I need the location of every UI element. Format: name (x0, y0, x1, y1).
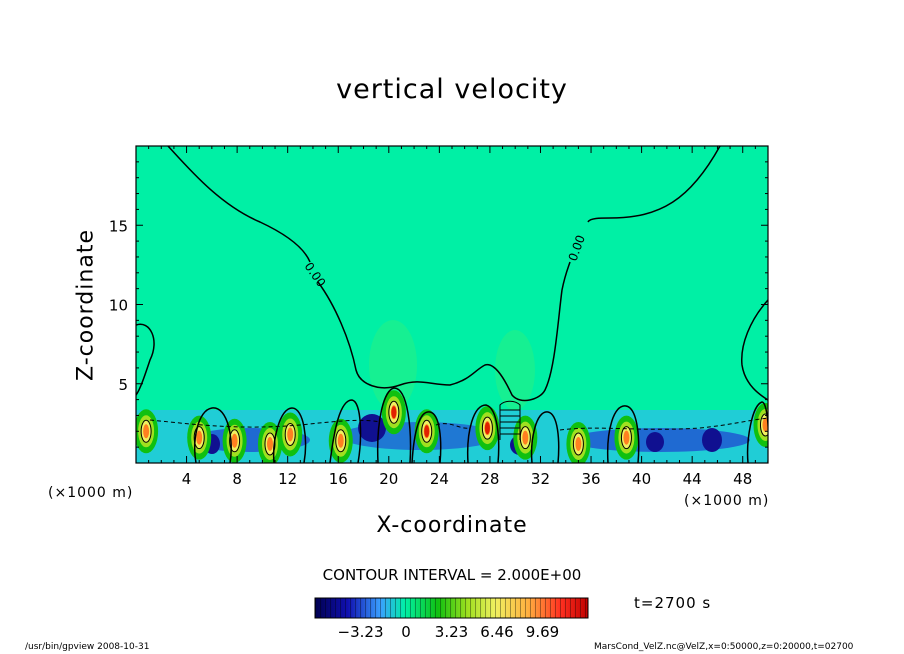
updraft-cell-peak (522, 430, 529, 445)
negative-contours (149, 417, 768, 431)
footer-right: MarsCond_VelZ.nc@VelZ,x=0:50000,z=0:2000… (594, 642, 854, 652)
updraft-cell-peak (623, 430, 630, 445)
chart-title: vertical velocity (336, 74, 568, 105)
updraft-cell-peak (287, 427, 294, 442)
time-label: t=2700 s (634, 594, 712, 612)
colorbar-steps (315, 598, 588, 618)
y-axis-label: Z-coordinate (73, 229, 99, 381)
updraft-cell-peak (337, 433, 344, 448)
colorbar-frame (314, 597, 589, 619)
updraft-cell-peak (231, 433, 238, 448)
colorbar-tick-label: 3.23 (435, 623, 468, 641)
hatched-cell (499, 400, 521, 440)
zero-contours (136, 146, 768, 463)
x-tick-label: 12 (278, 470, 297, 488)
footer-left: /usr/bin/gpview 2008-10-31 (25, 642, 150, 652)
x-tick-label: 16 (329, 470, 348, 488)
updraft-cell-peak (762, 417, 768, 432)
updraft-cell-max (484, 422, 490, 435)
updraft-cell-max (391, 406, 397, 419)
x-tick-label: 44 (683, 470, 702, 488)
y-tick-label: 5 (118, 376, 128, 394)
x-unit-right: (×1000 m) (684, 493, 770, 509)
x-tick-label: 4 (182, 470, 192, 488)
contour-interval: CONTOUR INTERVAL = 2.000E+00 (322, 566, 582, 584)
x-tick-label: 32 (531, 470, 550, 488)
updraft-cell-peak (143, 424, 150, 439)
updraft-cell-peak (266, 436, 273, 451)
x-tick-label: 28 (480, 470, 499, 488)
x-tick-label: 36 (581, 470, 600, 488)
y-tick-label: 15 (109, 217, 128, 235)
colorbar-tick-label: −3.23 (338, 623, 384, 641)
updraft-cell-max (424, 425, 430, 438)
x-tick-label: 40 (632, 470, 651, 488)
velocity-field (136, 320, 768, 463)
updraft-cell-peak (196, 430, 203, 445)
colorbar-tick-label: 9.69 (526, 623, 559, 641)
x-unit-left: (×1000 m) (48, 485, 134, 501)
y-tick-label: 10 (109, 297, 128, 315)
updraft-cell-peak (575, 436, 582, 451)
x-tick-label: 8 (232, 470, 242, 488)
x-tick-label: 48 (733, 470, 752, 488)
colorbar-tick-label: 6.46 (480, 623, 513, 641)
x-tick-label: 20 (379, 470, 398, 488)
x-axis-label: X-coordinate (376, 513, 528, 538)
x-tick-label: 24 (430, 470, 449, 488)
colorbar-tick-label: 0 (401, 623, 411, 641)
